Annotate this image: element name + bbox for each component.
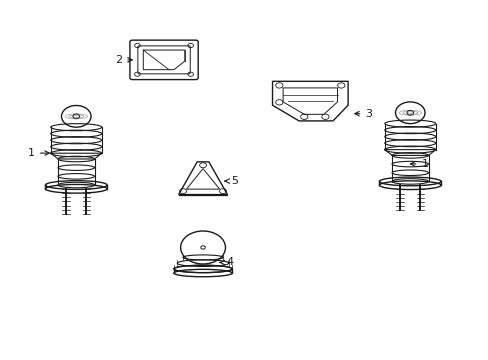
- Text: 2: 2: [115, 55, 132, 65]
- Text: 1: 1: [28, 148, 49, 158]
- Text: 5: 5: [224, 176, 238, 186]
- Text: 3: 3: [354, 109, 371, 119]
- Text: 1: 1: [409, 159, 427, 169]
- Text: 4: 4: [220, 257, 233, 267]
